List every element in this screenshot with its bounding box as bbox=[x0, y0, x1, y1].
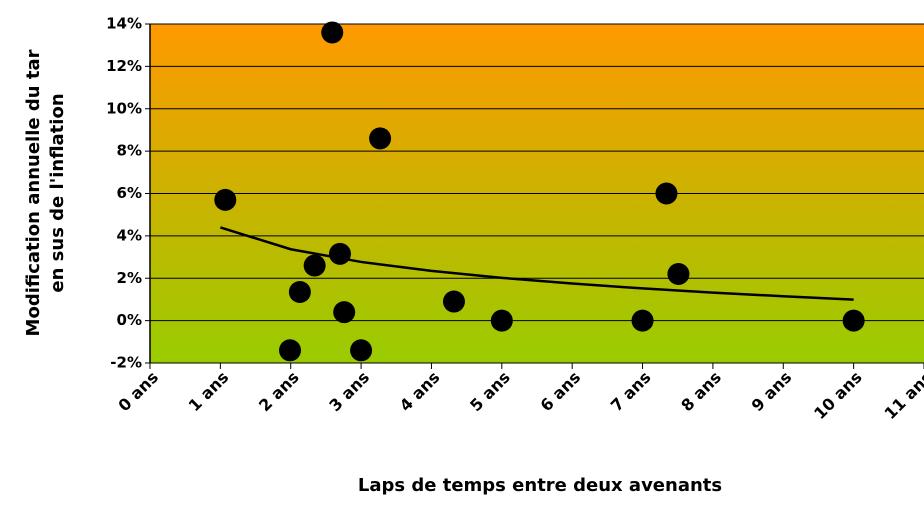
point bbox=[667, 263, 690, 286]
point bbox=[350, 339, 373, 362]
y-tick-label: 6% bbox=[117, 184, 142, 202]
trend-line bbox=[219, 226, 854, 301]
x-tick-label: 1 ans bbox=[185, 368, 233, 416]
x-tick-label: 9 ans bbox=[748, 368, 796, 416]
y-tick-label: 14% bbox=[106, 15, 142, 33]
y-tick-label: 4% bbox=[117, 226, 142, 244]
point bbox=[321, 21, 344, 44]
x-axis-title: Laps de temps entre deux avenants bbox=[358, 475, 722, 496]
x-tick-label: 11 ans bbox=[880, 368, 924, 424]
point bbox=[303, 254, 326, 277]
point bbox=[369, 127, 392, 150]
x-tick-label: 4 ans bbox=[396, 368, 444, 416]
y-tick-label: 8% bbox=[117, 142, 142, 160]
point bbox=[842, 309, 865, 332]
point bbox=[333, 301, 356, 324]
y-tick-label: 10% bbox=[106, 99, 142, 117]
point bbox=[442, 290, 465, 313]
x-tick-label: 0 ans bbox=[114, 368, 162, 416]
y-axis-title: Modification annuelle du tar bbox=[23, 49, 44, 336]
point bbox=[279, 339, 302, 362]
y-tick-label: -2% bbox=[110, 354, 142, 372]
point bbox=[490, 309, 513, 332]
x-tick-label: 2 ans bbox=[255, 368, 303, 416]
y-axis-title: en sus de l'inflation bbox=[47, 93, 68, 292]
point bbox=[631, 309, 654, 332]
x-tick-label: 10 ans bbox=[810, 368, 866, 424]
point bbox=[214, 188, 237, 211]
point bbox=[288, 281, 311, 304]
point bbox=[328, 242, 351, 265]
y-tick-label: 12% bbox=[106, 57, 142, 75]
y-tick-label: 0% bbox=[117, 311, 142, 329]
point bbox=[655, 182, 678, 205]
x-tick-label: 7 ans bbox=[607, 368, 655, 416]
x-tick-label: 6 ans bbox=[537, 368, 585, 416]
x-tick-label: 3 ans bbox=[325, 368, 373, 416]
x-tick-label: 8 ans bbox=[677, 368, 725, 416]
y-tick-label: 2% bbox=[117, 269, 142, 287]
x-tick-label: 5 ans bbox=[466, 368, 514, 416]
